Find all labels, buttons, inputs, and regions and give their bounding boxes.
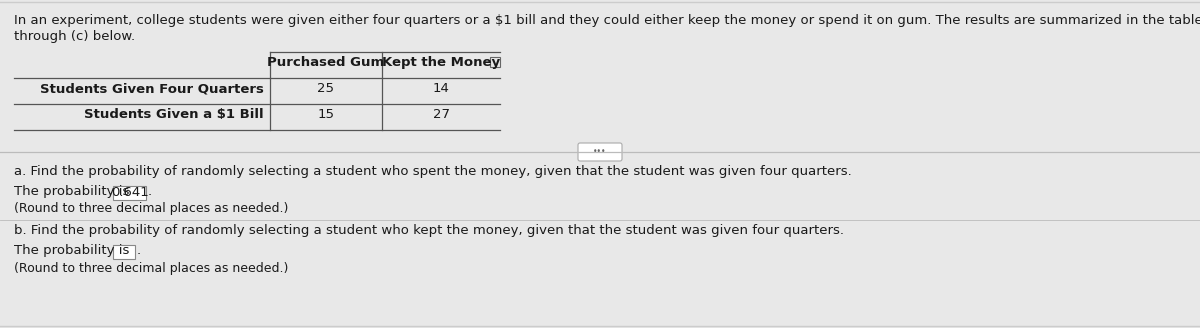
Text: a. Find the probability of randomly selecting a student who spent the money, giv: a. Find the probability of randomly sele…: [14, 165, 852, 178]
Text: Purchased Gum: Purchased Gum: [268, 56, 385, 69]
Text: (Round to three decimal places as needed.): (Round to three decimal places as needed…: [14, 202, 288, 215]
Text: 27: 27: [432, 108, 450, 121]
Text: 14: 14: [432, 82, 450, 95]
Text: The probability is: The probability is: [14, 244, 133, 257]
Bar: [113, 186, 146, 200]
Text: Students Given a $1 Bill: Students Given a $1 Bill: [84, 108, 264, 121]
Bar: [490, 57, 500, 67]
Text: .: .: [148, 185, 152, 198]
Text: Kept the Money: Kept the Money: [382, 56, 500, 69]
Text: 15: 15: [318, 108, 335, 121]
Text: •••: •••: [593, 148, 607, 156]
FancyBboxPatch shape: [578, 143, 622, 161]
Text: (Round to three decimal places as needed.): (Round to three decimal places as needed…: [14, 262, 288, 275]
Text: Students Given Four Quarters: Students Given Four Quarters: [40, 82, 264, 95]
Text: through (c) below.: through (c) below.: [14, 30, 136, 43]
Text: b. Find the probability of randomly selecting a student who kept the money, give: b. Find the probability of randomly sele…: [14, 224, 844, 237]
Bar: [113, 245, 134, 259]
Text: In an experiment, college students were given either four quarters or a $1 bill : In an experiment, college students were …: [14, 14, 1200, 27]
Text: The probability is: The probability is: [14, 185, 133, 198]
Text: .: .: [137, 244, 142, 257]
Text: 25: 25: [318, 82, 335, 95]
Text: 0.641: 0.641: [110, 186, 149, 199]
